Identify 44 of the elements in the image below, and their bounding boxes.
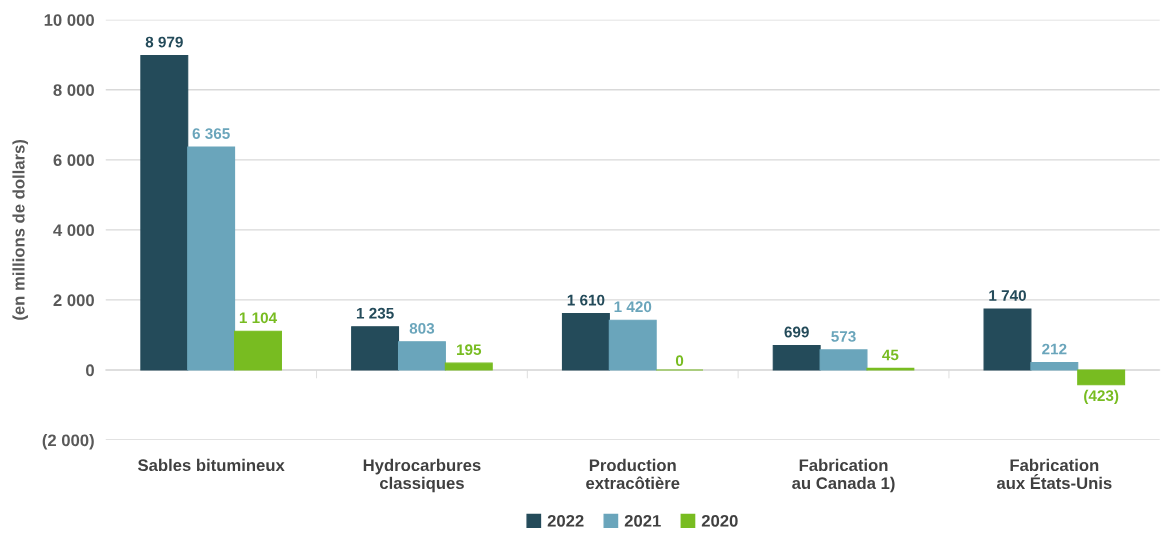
data-label: 8 979 xyxy=(145,36,183,48)
data-label: 1 104 xyxy=(239,312,278,324)
bar xyxy=(819,349,868,371)
y-tick-label: 0 xyxy=(86,364,94,377)
data-label: 1 740 xyxy=(989,290,1026,301)
y-tick-label: 8 000 xyxy=(53,84,94,96)
y-tick-label: (2 000) xyxy=(42,433,94,450)
y-tick-label: 4 000 xyxy=(53,224,94,237)
data-label: 0 xyxy=(675,355,684,367)
data-label: 803 xyxy=(409,322,435,334)
x-tick-label: Fabrication aux États-Unis xyxy=(996,458,1112,490)
data-label: 195 xyxy=(457,344,482,356)
legend-label: 2022 xyxy=(547,514,584,527)
data-label: 1 235 xyxy=(356,307,394,319)
bar xyxy=(140,54,189,371)
bar xyxy=(608,319,657,371)
data-label: 212 xyxy=(1042,343,1067,355)
bar xyxy=(561,313,610,371)
data-label: 1 610 xyxy=(567,294,605,306)
bar xyxy=(234,330,282,371)
y-tick-label: 2 000 xyxy=(53,294,94,307)
bar xyxy=(1030,361,1079,371)
data-label: 573 xyxy=(831,331,856,342)
bar xyxy=(444,362,493,371)
x-tick-label: Production extracôtière xyxy=(586,458,680,490)
bar xyxy=(187,146,236,371)
x-tick-label: Sables bitumineux xyxy=(138,458,285,472)
bar xyxy=(351,326,400,371)
data-label: 699 xyxy=(784,326,809,338)
x-tick-label: Hydrocarbures classiques xyxy=(363,458,481,493)
y-tick-label: 10 000 xyxy=(44,14,94,26)
bar xyxy=(772,344,821,371)
data-label: 6 365 xyxy=(192,128,230,140)
bar xyxy=(983,308,1032,371)
y-axis-title: (en millions de dollars) xyxy=(12,139,28,320)
data-label: (423) xyxy=(1084,389,1119,405)
bar xyxy=(397,341,446,371)
legend-label: 2020 xyxy=(701,514,738,527)
x-tick-label: Fabrication au Canada 1) xyxy=(792,458,895,493)
data-label: 1 420 xyxy=(614,301,652,313)
y-tick-label: 6 000 xyxy=(53,154,94,167)
bar xyxy=(1077,369,1126,386)
legend-label: 2021 xyxy=(624,514,661,527)
data-label: 45 xyxy=(882,349,899,361)
